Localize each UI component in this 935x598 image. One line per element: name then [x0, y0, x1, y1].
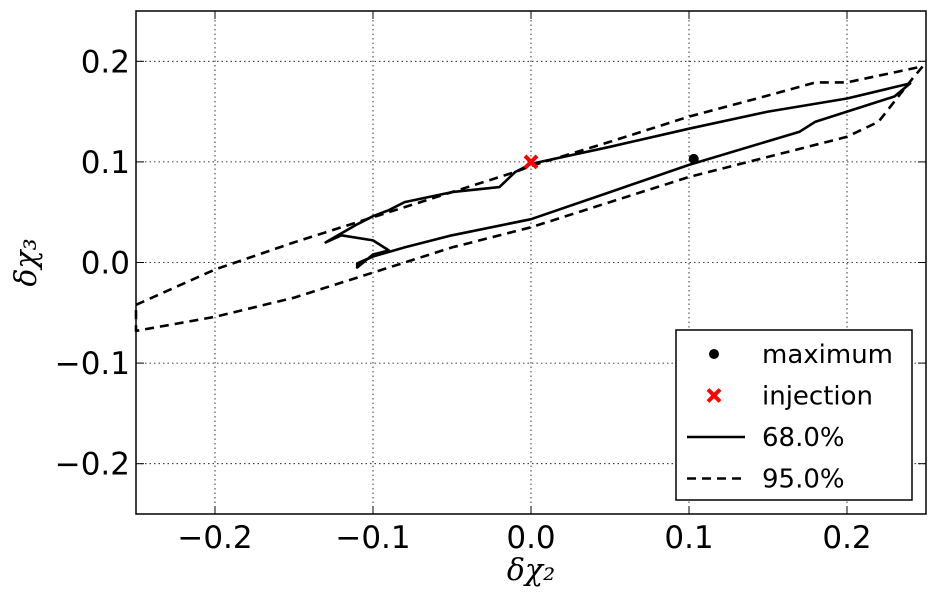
- x-tick-label: −0.1: [335, 520, 410, 556]
- legend-marker: [709, 349, 719, 359]
- legend-item: 68.0%: [687, 423, 845, 453]
- y-tick-label: −0.1: [55, 346, 130, 382]
- legend-item: injection: [706, 382, 873, 412]
- y-tick-label: 0.2: [81, 44, 130, 80]
- x-tick-label: −0.2: [177, 520, 252, 556]
- legend-marker: [706, 388, 722, 403]
- x-axis-label: δχ₂: [507, 553, 555, 588]
- legend-label: 95.0%: [762, 465, 845, 495]
- injection-point: [523, 154, 539, 170]
- maximum-point: [688, 153, 699, 164]
- y-tick-label: 0.0: [81, 246, 130, 282]
- x-stroke: [523, 154, 539, 170]
- legend-label: maximum: [762, 340, 893, 370]
- x-stroke: [706, 388, 722, 403]
- contour-680: [324, 82, 912, 269]
- contour-950: [134, 65, 925, 333]
- x-tick-label: 0.2: [822, 520, 871, 556]
- ticks: [136, 11, 926, 514]
- y-tick-label: 0.1: [81, 145, 130, 181]
- tick-labels: −0.2 −0.1 0.0 0.1 0.2 −0.2 −0.1 0.0 0.1 0.2: [55, 44, 872, 556]
- legend-item: maximum: [709, 340, 893, 370]
- legend-label: injection: [762, 382, 873, 412]
- x-tick-label: 0.0: [506, 520, 555, 556]
- contours: [134, 65, 925, 333]
- legend-item: 95.0%: [687, 465, 845, 495]
- x-tick-label: 0.1: [664, 520, 713, 556]
- legend-label: 68.0%: [762, 423, 845, 453]
- y-tick-label: −0.2: [55, 447, 130, 483]
- legend: maximum injection 68.0% 95.0%: [675, 329, 913, 501]
- data-points: [523, 153, 699, 170]
- y-axis-label: δχ₃: [9, 238, 44, 286]
